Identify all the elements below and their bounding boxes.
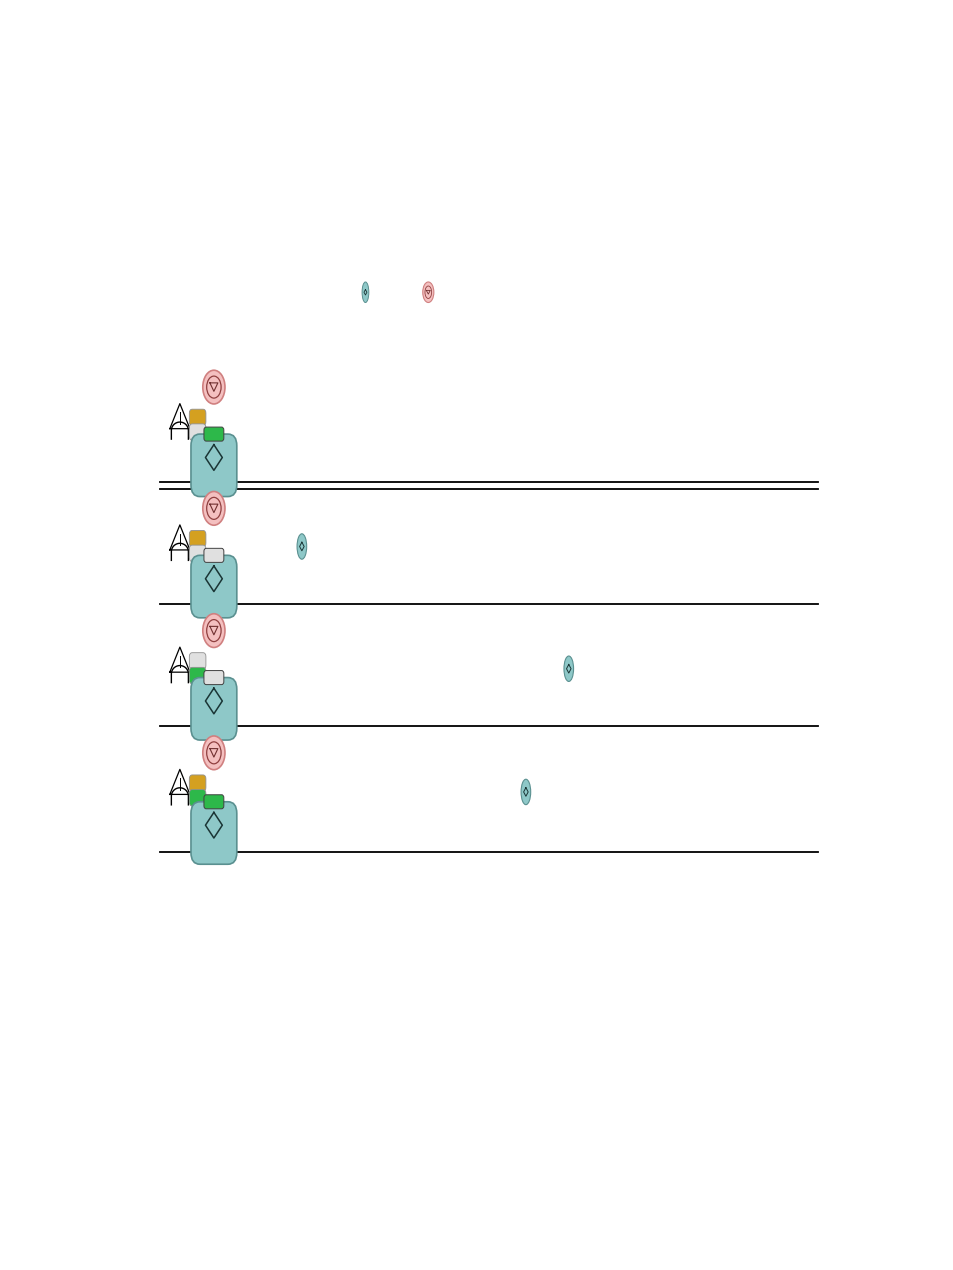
Ellipse shape — [203, 613, 225, 648]
Ellipse shape — [563, 657, 573, 682]
FancyBboxPatch shape — [189, 545, 206, 561]
FancyBboxPatch shape — [189, 653, 206, 669]
Ellipse shape — [203, 735, 225, 770]
FancyBboxPatch shape — [189, 790, 206, 806]
FancyBboxPatch shape — [191, 434, 236, 497]
FancyBboxPatch shape — [204, 549, 224, 563]
Ellipse shape — [203, 491, 225, 526]
FancyBboxPatch shape — [189, 424, 206, 441]
Polygon shape — [170, 648, 190, 672]
Ellipse shape — [296, 533, 306, 559]
Ellipse shape — [422, 282, 434, 302]
FancyBboxPatch shape — [189, 775, 206, 791]
Polygon shape — [170, 404, 190, 429]
FancyBboxPatch shape — [204, 795, 224, 809]
FancyBboxPatch shape — [204, 427, 224, 441]
FancyBboxPatch shape — [204, 671, 224, 685]
Ellipse shape — [362, 282, 369, 302]
FancyBboxPatch shape — [191, 801, 236, 865]
Polygon shape — [170, 770, 190, 795]
Ellipse shape — [520, 780, 530, 805]
Ellipse shape — [203, 371, 225, 404]
FancyBboxPatch shape — [189, 531, 206, 547]
FancyBboxPatch shape — [189, 409, 206, 425]
FancyBboxPatch shape — [191, 555, 236, 617]
FancyBboxPatch shape — [189, 667, 206, 683]
FancyBboxPatch shape — [191, 678, 236, 740]
Polygon shape — [170, 525, 190, 550]
